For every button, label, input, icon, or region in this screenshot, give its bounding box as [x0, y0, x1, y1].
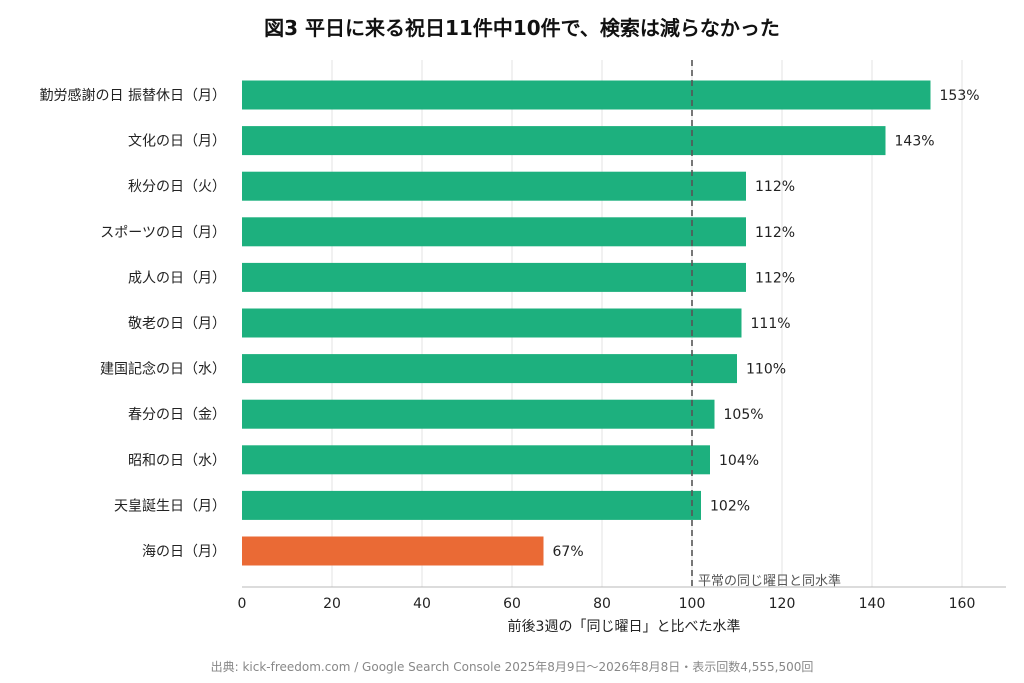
x-tick-label: 140: [859, 596, 886, 612]
value-label: 105%: [724, 407, 764, 423]
bar: [242, 308, 742, 338]
bar: [242, 217, 746, 247]
x-tick-label: 40: [413, 596, 431, 612]
bars: [242, 80, 931, 566]
category-label: 敬老の日（月）: [128, 316, 226, 332]
x-tick-label: 0: [238, 596, 247, 612]
bar: [242, 490, 701, 520]
category-label: 天皇誕生日（月）: [114, 498, 226, 514]
bar: [242, 126, 886, 156]
value-label: 112%: [755, 179, 795, 195]
reference-line-label: 平常の同じ曜日と同水準: [698, 573, 841, 589]
value-label: 110%: [746, 362, 786, 378]
bar: [242, 80, 931, 110]
x-axis-label: 前後3週の「同じ曜日」と比べた水準: [508, 618, 741, 635]
bar: [242, 536, 544, 566]
category-label: スポーツの日（月）: [100, 225, 226, 241]
value-label: 111%: [751, 316, 791, 332]
bar: [242, 399, 715, 429]
category-label: 春分の日（金）: [128, 407, 226, 423]
bar-labels: 勤労感謝の日 振替休日（月） 153% 文化の日（月） 143% 秋分の日（火） 112%…: [40, 87, 980, 560]
value-label: 112%: [755, 270, 795, 286]
category-label: 成人の日（月）: [128, 270, 226, 286]
chart-title: 図3 平日に来る祝日11件中10件で、検索は減らなかった: [264, 16, 780, 40]
category-label: 建国記念の日（水）: [100, 361, 226, 378]
x-tick-label: 80: [593, 596, 611, 612]
bar: [242, 262, 746, 292]
value-label: 67%: [553, 544, 584, 560]
bar: [242, 445, 710, 475]
category-label: 海の日（月）: [142, 544, 226, 560]
x-tick-label: 20: [323, 596, 341, 612]
value-label: 143%: [895, 134, 935, 150]
source-note: 出典: kick-freedom.com / Google Search Con…: [211, 659, 814, 674]
category-label: 勤労感謝の日 振替休日（月）: [40, 87, 226, 104]
category-label: 文化の日（月）: [128, 134, 226, 150]
value-label: 112%: [755, 225, 795, 241]
reference-line-group: 平常の同じ曜日と同水準: [691, 60, 841, 589]
x-axis: 0 20 40 60 80 100 120 140 160: [238, 586, 1006, 612]
category-label: 秋分の日（火）: [128, 179, 226, 195]
value-label: 102%: [710, 498, 750, 514]
value-label: 153%: [940, 88, 980, 104]
category-label: 昭和の日（水）: [128, 453, 226, 469]
x-tick-label: 60: [503, 596, 521, 612]
bar: [242, 171, 746, 201]
x-tick-label: 120: [769, 596, 796, 612]
bar: [242, 354, 737, 384]
value-label: 104%: [719, 453, 759, 469]
x-tick-label: 100: [679, 596, 706, 612]
x-tick-label: 160: [949, 596, 976, 612]
